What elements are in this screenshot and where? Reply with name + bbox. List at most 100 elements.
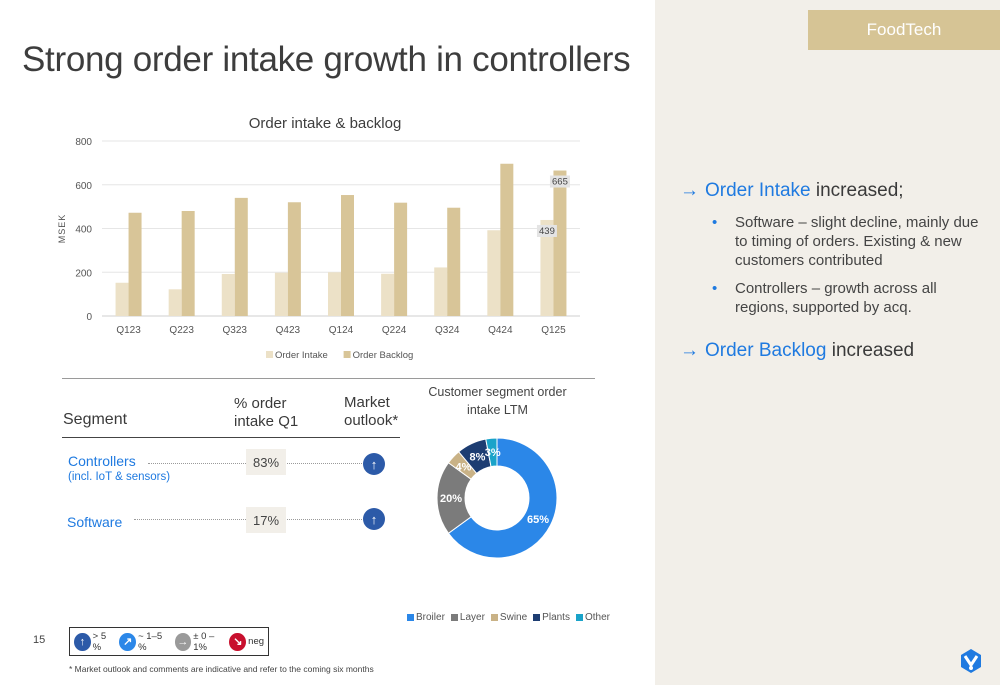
- arrow-up-right-icon: ↗: [119, 632, 137, 651]
- legend-swatch: [533, 614, 541, 621]
- donut-slice-label: 65%: [527, 514, 549, 526]
- donut-slice-label: 3%: [485, 447, 501, 459]
- pct-header-line1: % order: [234, 395, 287, 412]
- y-tick-label: 800: [75, 137, 92, 148]
- bar-order-backlog: [181, 211, 195, 316]
- legend-label: Order Backlog: [353, 350, 414, 361]
- legend-swatch: [490, 614, 498, 621]
- page-number: 15: [33, 634, 46, 646]
- bar-order-backlog: [447, 207, 461, 316]
- bar-order-intake: [168, 289, 182, 316]
- y-tick-label: 400: [75, 225, 92, 236]
- x-tick-label: Q224: [382, 325, 407, 336]
- bar-order-intake: [381, 273, 395, 316]
- outlook-header-line1: Market: [344, 394, 390, 411]
- segment-subtitle: (incl. IoT & sensors): [68, 471, 171, 483]
- donut-slice-label: 8%: [469, 451, 485, 463]
- legend-label: Order Intake: [275, 350, 328, 361]
- donut-slice-broiler: [447, 437, 558, 559]
- y-tick-label: 600: [75, 181, 92, 192]
- order-intake-highlight: Order Intake: [705, 180, 811, 201]
- arrow-up-icon: ↑: [74, 632, 91, 651]
- slide-title: Strong order intake growth in controller…: [22, 40, 631, 79]
- bar-order-backlog: [553, 170, 567, 316]
- bar-order-backlog: [287, 202, 301, 316]
- bar-order-backlog: [234, 197, 248, 316]
- order-backlog-rest: increased: [826, 340, 915, 361]
- bar-order-intake: [487, 230, 501, 316]
- leader-dots: [287, 463, 362, 464]
- bar-order-backlog: [500, 163, 514, 316]
- leader-dots: [287, 519, 362, 520]
- bar-order-intake: [540, 219, 554, 316]
- x-tick-label: Q123: [116, 325, 141, 336]
- bullet-text: Controllers – growth across all regions,…: [735, 280, 937, 316]
- bullet-text: Software – slight decline, mainly due to…: [735, 214, 979, 269]
- table-header-underline: [62, 437, 400, 438]
- x-tick-label: Q124: [329, 325, 354, 336]
- outlook-key: ↑ > 5 % ↗ ~ 1–5 % → ± 0 –1% ↘ neg: [69, 627, 269, 656]
- bullet-controllers: • Controllers – growth across all region…: [712, 279, 982, 317]
- company-logo-icon: [961, 649, 981, 673]
- bar-order-backlog: [394, 202, 408, 316]
- order-intake-backlog-chart: Order intake & backlog 0 200 400 600 800 MSEK Q…: [57, 115, 580, 361]
- footnote: * Market outlook and comments are indica…: [69, 664, 374, 674]
- outlook-header-line2: outlook*: [344, 412, 399, 429]
- arrow-right-icon: →: [680, 180, 699, 201]
- y-tick-label: 0: [86, 312, 92, 323]
- key-label: neg: [248, 636, 265, 647]
- bar-order-intake: [328, 272, 341, 316]
- legend-swatch: [407, 614, 414, 621]
- data-label-bg: [549, 175, 570, 188]
- segment-header: Segment: [63, 411, 128, 428]
- y-tick-label: 200: [75, 268, 92, 279]
- bar-order-intake: [434, 267, 448, 316]
- key-label: ± 0 –1%: [193, 630, 215, 653]
- legend-label: Plants: [542, 612, 570, 623]
- x-tick-label: Q324: [435, 325, 460, 336]
- legend-label: Layer: [459, 612, 485, 623]
- legend-swatch: [266, 351, 273, 358]
- segment-pct: 83%: [246, 449, 286, 475]
- order-backlog-highlight: Order Backlog: [705, 340, 827, 361]
- donut-legend: Broiler Layer Swine Plants Other: [407, 612, 616, 623]
- bar-order-intake: [274, 272, 288, 316]
- legend-swatch: [343, 351, 351, 358]
- pct-header-line2: intake Q1: [234, 413, 299, 430]
- legend-label: Other: [584, 612, 610, 623]
- x-tick-label: Q423: [276, 325, 301, 336]
- section-divider: [62, 378, 595, 379]
- bullet-dot-icon: •: [712, 214, 718, 231]
- order-intake-heading: → Order Intake increased;: [680, 180, 904, 202]
- key-label: ~ 1–5 %: [138, 630, 163, 653]
- order-backlog-heading: → Order Backlog increased: [680, 340, 914, 362]
- order-intake-rest: increased;: [810, 180, 904, 201]
- arrow-right-icon: →: [174, 632, 192, 651]
- segment-name: Controllers: [68, 453, 136, 469]
- bar-order-intake: [221, 274, 235, 316]
- customer-segment-donut-chart: 65% 20% 4%8% 3%: [436, 437, 558, 559]
- data-label-bg: [536, 224, 557, 237]
- bullet-dot-icon: •: [712, 280, 718, 297]
- leader-dots: [134, 519, 246, 520]
- bar-order-backlog: [341, 195, 354, 316]
- key-label: > 5 %: [92, 630, 107, 653]
- bar-order-intake: [115, 282, 129, 316]
- arrow-up-icon: ↑: [363, 453, 385, 475]
- x-tick-label: Q125: [541, 325, 566, 336]
- legend-label: Broiler: [416, 612, 445, 623]
- y-axis-label: MSEK: [57, 214, 67, 244]
- donut-slice-other: [485, 437, 498, 468]
- donut-slice-label: 4%: [456, 462, 472, 474]
- arrow-up-icon: ↑: [363, 508, 385, 530]
- section-tag: FoodTech: [808, 10, 1000, 50]
- leader-dots: [148, 463, 246, 464]
- segment-pct: 17%: [246, 507, 286, 533]
- arrow-right-icon: →: [680, 340, 699, 361]
- chart-title: Order intake & backlog: [249, 115, 402, 132]
- data-label: 665: [552, 177, 568, 188]
- x-tick-label: Q424: [488, 325, 513, 336]
- segment-name: Software: [67, 514, 123, 530]
- bullet-software: • Software – slight decline, mainly due …: [712, 213, 982, 270]
- donut-chart-title: Customer segment order intake LTM: [428, 385, 567, 417]
